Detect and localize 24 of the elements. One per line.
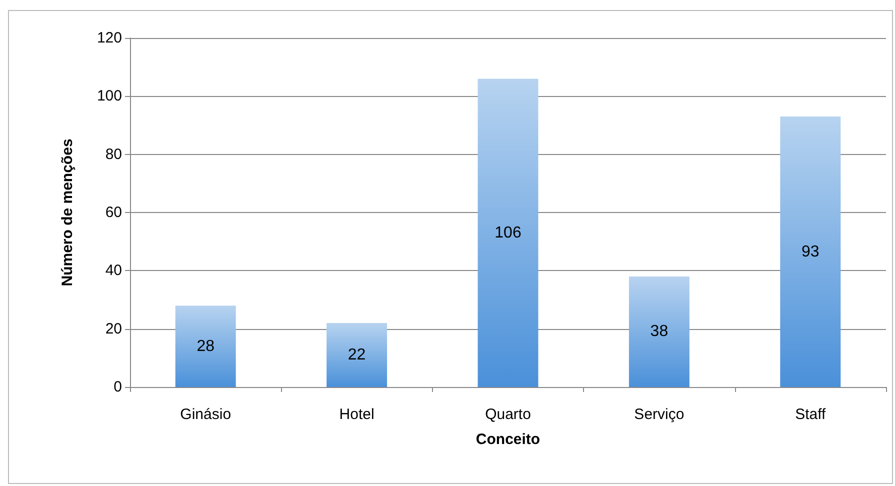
data-label: 28 [196, 338, 215, 355]
y-tick-label: 120 [96, 30, 122, 46]
x-tick-label: Quarto [485, 406, 531, 423]
x-tick-label: Ginásio [180, 406, 232, 423]
data-label: 38 [650, 323, 668, 340]
data-label: 22 [348, 346, 366, 364]
x-axis-title: Conceito [476, 431, 540, 448]
y-tick-label: 60 [105, 204, 122, 221]
data-label: 106 [494, 224, 522, 242]
bar [326, 323, 388, 387]
y-axis-title: Número de menções [59, 138, 76, 286]
bar [780, 116, 841, 387]
bar [628, 276, 690, 387]
y-tick-label: 40 [105, 262, 122, 280]
bar [478, 78, 538, 387]
y-tick-label: 0 [114, 378, 122, 396]
data-label: 93 [802, 243, 820, 260]
x-tick-label: Hotel [339, 406, 374, 423]
y-tick-label: 100 [96, 88, 122, 105]
y-tick-label: 20 [105, 320, 122, 338]
x-tick-label: Staff [795, 406, 827, 423]
y-tick-label: 80 [105, 146, 122, 163]
x-tick-label: Serviço [634, 406, 684, 423]
bar [175, 306, 236, 387]
